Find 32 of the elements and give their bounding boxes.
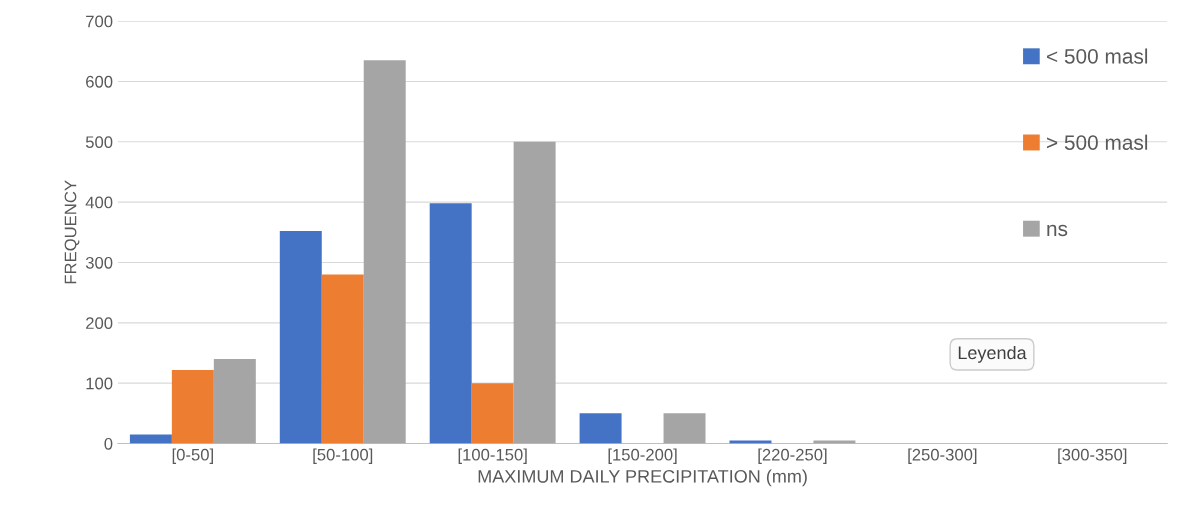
y-tick-label: 0 bbox=[104, 437, 113, 450]
y-tick-label: 100 bbox=[86, 377, 113, 390]
annotation: Leyenda bbox=[958, 345, 1027, 363]
bar bbox=[321, 274, 364, 444]
bar bbox=[129, 434, 172, 444]
y-tick-label: 500 bbox=[85, 136, 113, 149]
x-tick-label: [50-100] bbox=[313, 448, 373, 464]
x-axis-title: MAXIMUM DAILY PRECIPITATION (mm) bbox=[478, 469, 807, 487]
y-tick-label: 300 bbox=[85, 256, 113, 269]
x-tick-label: [150-200] bbox=[608, 448, 677, 464]
y-tick-label: 200 bbox=[86, 317, 113, 330]
legend-label: < 500 masl bbox=[1047, 48, 1148, 64]
y-axis-title: FREQUENCY bbox=[64, 180, 80, 284]
x-tick-label: [100-150] bbox=[458, 448, 527, 464]
bar bbox=[171, 369, 214, 444]
bar bbox=[279, 231, 322, 444]
bar bbox=[213, 359, 256, 444]
legend-label: > 500 masl bbox=[1047, 134, 1148, 150]
bar bbox=[663, 413, 706, 444]
x-tick-label: [250-300] bbox=[908, 448, 977, 464]
legend-label: ns bbox=[1047, 224, 1068, 237]
x-tick-label: [300-350] bbox=[1058, 448, 1127, 464]
x-tick-label: [0-50] bbox=[172, 448, 213, 464]
bar bbox=[471, 383, 514, 444]
bar bbox=[429, 203, 472, 444]
bar bbox=[363, 60, 406, 444]
x-tick-label: [220-250] bbox=[758, 448, 827, 464]
y-tick-label: 400 bbox=[85, 196, 113, 209]
bar bbox=[579, 413, 622, 444]
y-tick-label: 700 bbox=[86, 15, 113, 28]
bar bbox=[513, 141, 556, 444]
y-tick-label: 600 bbox=[86, 75, 113, 88]
